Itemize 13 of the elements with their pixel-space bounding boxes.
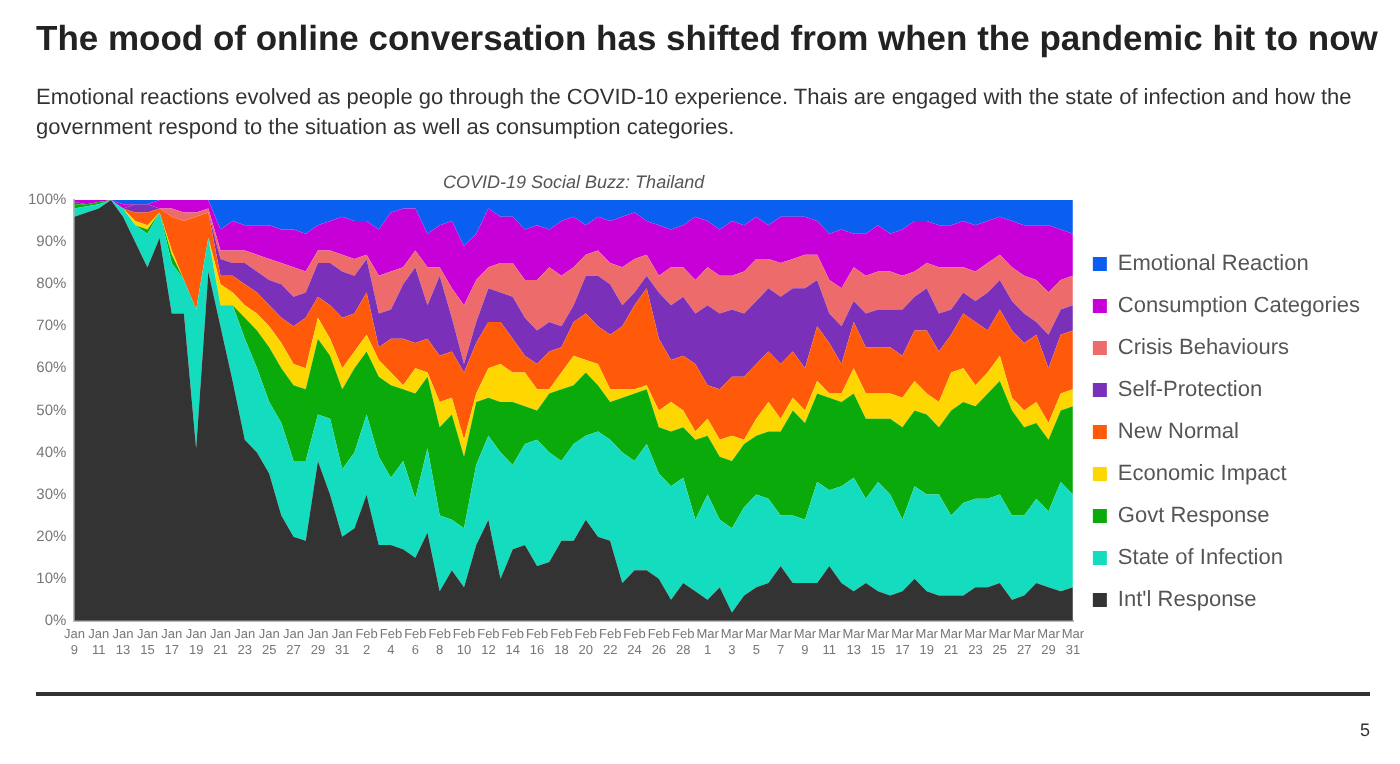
legend-label: Crisis Behaviours xyxy=(1117,336,1291,361)
chart-title: The mood of online conversation has shifted from when the pandemic hit to now xyxy=(36,18,1378,60)
legend-label: Int'l Response xyxy=(1117,588,1257,613)
legend-label: Self-Protection xyxy=(1117,378,1263,403)
legend-label: New Normal xyxy=(1117,420,1239,445)
text: COVID-19 Social Buzz: Thailand xyxy=(443,172,707,192)
legend-label: Emotional Reaction xyxy=(1117,252,1309,277)
legend-label: Economic Impact xyxy=(1117,462,1287,487)
legend-label: Govt Response xyxy=(1117,504,1270,529)
chart-subtitle: Emotional reactions evolved as people go through the COVID-10 experience. Thais are engaged with the state of infection and how the government respond to the situation as well as consumption categories. xyxy=(36,84,1354,144)
text: 5 xyxy=(1359,720,1370,740)
legend-label: Consumption Categories xyxy=(1117,294,1361,319)
legend-label: State of Infection xyxy=(1117,546,1283,571)
